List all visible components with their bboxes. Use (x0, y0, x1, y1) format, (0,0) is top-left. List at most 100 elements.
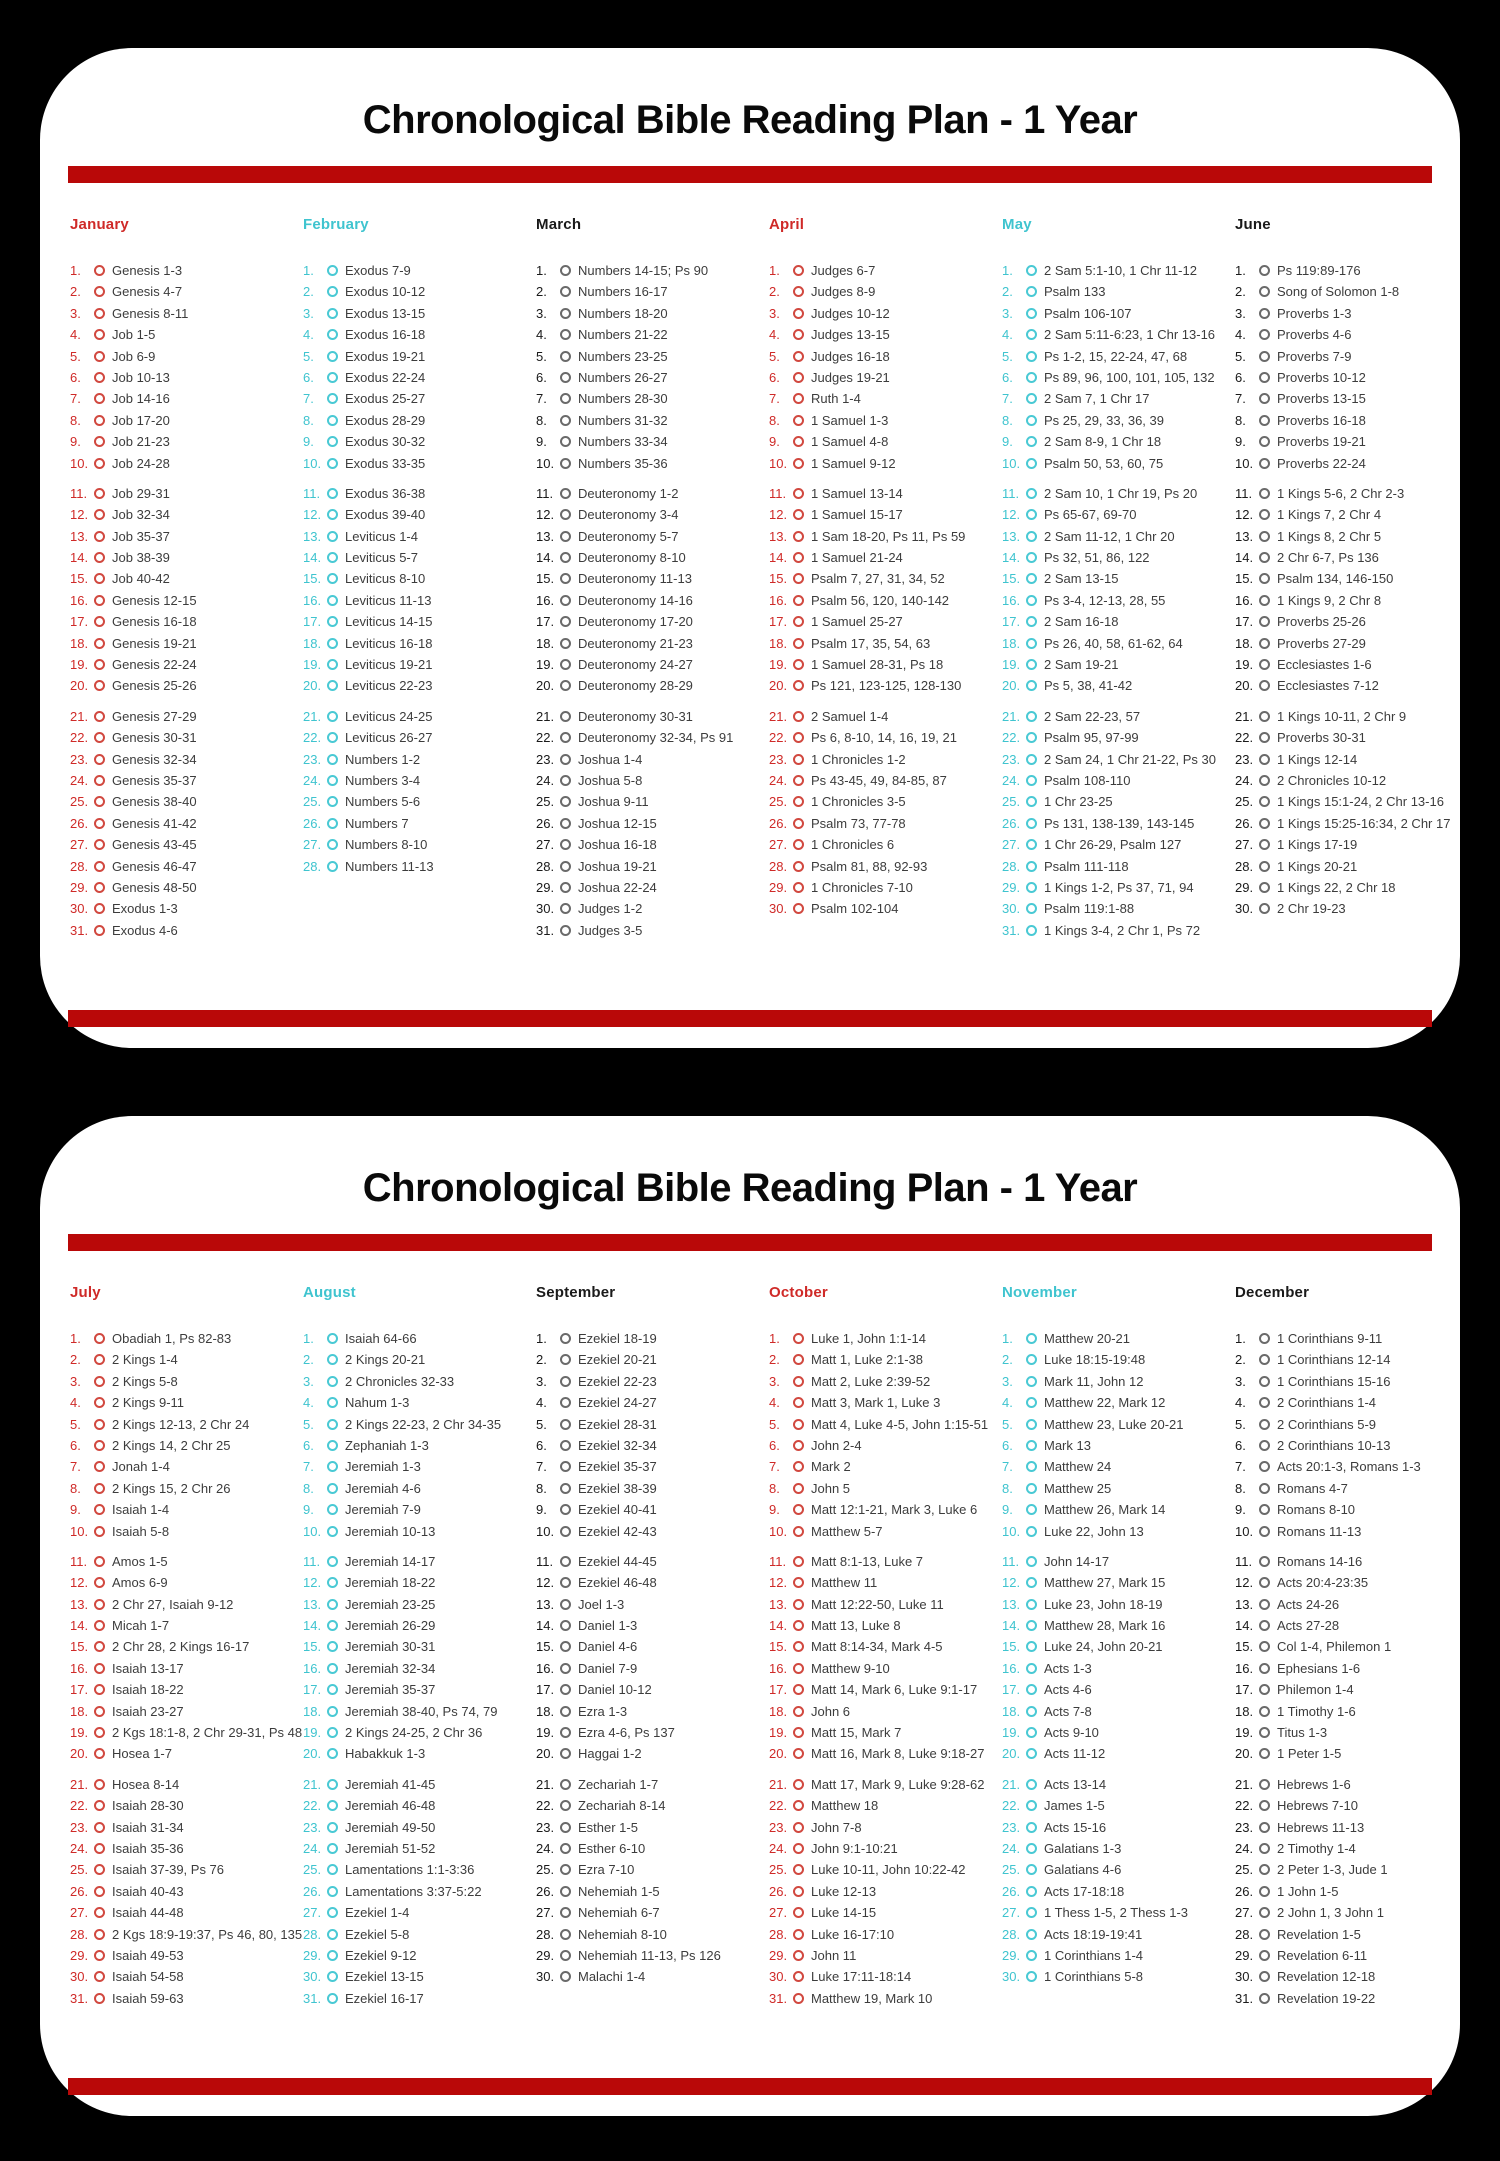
reading-circle-icon (1259, 1727, 1270, 1739)
reading-text: Nehemiah 6-7 (578, 1905, 660, 1921)
day-row: 10. Psalm 50, 53, 60, 75 (1002, 456, 1235, 477)
reading-circle-icon (1026, 436, 1037, 448)
day-row: 11. Ezekiel 44-45 (536, 1554, 769, 1575)
day-row: 13. 1 Sam 18-20, Ps 11, Ps 59 (769, 529, 1002, 550)
reading-text: Deuteronomy 28-29 (578, 678, 693, 694)
day-row: 5. Proverbs 7-9 (1235, 349, 1468, 370)
reading-text: 1 Kings 10-11, 2 Chr 9 (1277, 708, 1407, 724)
day-row: 22. Jeremiah 46-48 (303, 1798, 536, 1819)
reading-circle-icon (1259, 1907, 1270, 1919)
day-number: 2. (303, 284, 314, 300)
reading-circle-icon (327, 307, 338, 319)
day-row: 30. 2 Chr 19-23 (1235, 901, 1468, 922)
day-row: 8. Ps 25, 29, 33, 36, 39 (1002, 413, 1235, 434)
day-row: 20. Acts 11-12 (1002, 1746, 1235, 1767)
day-row: 24. Ps 43-45, 49, 84-85, 87 (769, 773, 1002, 794)
reading-plan-page-1: Chronological Bible Reading Plan - 1 Yea… (40, 48, 1460, 1048)
day-row: 27. Joshua 16-18 (536, 837, 769, 858)
day-number: 5. (769, 1416, 780, 1432)
reading-circle-icon (1259, 414, 1270, 426)
reading-text: Ezekiel 46-48 (578, 1575, 657, 1591)
reading-circle-icon (94, 265, 105, 276)
reading-text: Luke 12-13 (811, 1883, 877, 1899)
day-row: 2. 2 Kings 20-21 (303, 1352, 536, 1373)
reading-circle-icon (94, 1842, 105, 1854)
day-number: 24. (303, 772, 322, 788)
day-number: 12. (536, 507, 555, 523)
day-row: 5. Ps 1-2, 15, 22-24, 47, 68 (1002, 349, 1235, 370)
reading-text: Revelation 6-11 (1277, 1947, 1368, 1963)
reading-circle-icon (793, 1461, 804, 1473)
day-number: 28. (536, 858, 555, 874)
reading-text: Matthew 9-10 (811, 1660, 890, 1676)
day-row: 5. Exodus 19-21 (303, 349, 536, 370)
reading-text: Matthew 26, Mark 14 (1044, 1502, 1166, 1518)
day-number: 27. (1235, 1905, 1254, 1921)
reading-text: Leviticus 19-21 (345, 657, 433, 673)
reading-text: Ecclesiastes 1-6 (1277, 657, 1372, 673)
day-number: 17. (1002, 614, 1021, 630)
day-row: 16. Leviticus 11-13 (303, 593, 536, 614)
reading-text: Hosea 8-14 (112, 1776, 180, 1792)
day-number: 9. (769, 1502, 780, 1518)
day-number: 30. (1002, 1969, 1021, 1985)
day-number: 13. (769, 528, 788, 544)
reading-circle-icon (1259, 1354, 1270, 1366)
day-list: 1. Exodus 7-9 2. Exodus 10-12 3. Exodus 13-15… (303, 263, 536, 880)
day-row: 29. Joshua 22-24 (536, 880, 769, 901)
reading-circle-icon (1259, 1821, 1270, 1833)
day-row: 7. Job 14-16 (70, 391, 303, 412)
reading-circle-icon (560, 509, 571, 521)
day-number: 23. (1002, 751, 1021, 767)
reading-circle-icon (793, 530, 804, 542)
reading-text: 2 Sam 5:1-10, 1 Chr 11-12 (1044, 263, 1197, 278)
day-row: 24. John 9:1-10:21 (769, 1841, 1002, 1862)
reading-text: Deuteronomy 24-27 (578, 657, 693, 673)
reading-circle-icon (560, 860, 571, 872)
day-row: 6. Exodus 22-24 (303, 370, 536, 391)
day-number: 1. (1002, 263, 1013, 278)
reading-circle-icon (94, 487, 105, 499)
reading-text: Genesis 16-18 (112, 614, 197, 630)
reading-text: Exodus 33-35 (345, 455, 426, 471)
day-row: 8. Proverbs 16-18 (1235, 413, 1468, 434)
month-header: May (1002, 216, 1032, 233)
reading-circle-icon (94, 903, 105, 915)
reading-text: Jeremiah 26-29 (345, 1618, 436, 1634)
day-row: 4. Job 1-5 (70, 327, 303, 348)
day-number: 19. (769, 1725, 788, 1741)
reading-text: Exodus 10-12 (345, 284, 426, 300)
reading-circle-icon (560, 1748, 571, 1760)
day-number: 5. (1235, 348, 1246, 364)
reading-circle-icon (1026, 774, 1037, 786)
day-row: 19. Genesis 22-24 (70, 657, 303, 678)
reading-text: Jeremiah 46-48 (345, 1798, 436, 1814)
reading-text: Exodus 39-40 (345, 507, 426, 523)
reading-circle-icon (94, 1748, 105, 1760)
day-number: 11. (769, 1553, 787, 1569)
day-number: 20. (1002, 1746, 1021, 1762)
day-number: 16. (70, 1660, 89, 1676)
reading-text: Numbers 35-36 (578, 455, 668, 471)
reading-text: Ezekiel 1-4 (345, 1905, 410, 1921)
reading-text: Numbers 5-6 (345, 794, 421, 810)
reading-text: Psalm 134, 146-150 (1277, 571, 1394, 587)
reading-circle-icon (560, 594, 571, 606)
reading-text: Haggai 1-2 (578, 1746, 642, 1762)
reading-circle-icon (327, 659, 338, 671)
reading-text: Numbers 11-13 (345, 858, 434, 874)
reading-text: 1 Samuel 9-12 (811, 455, 896, 471)
reading-circle-icon (327, 1662, 338, 1674)
reading-text: Leviticus 8-10 (345, 571, 426, 587)
day-number: 7. (303, 391, 314, 407)
day-row: 29. 1 Kings 22, 2 Chr 18 (1235, 880, 1468, 901)
reading-circle-icon (560, 1727, 571, 1739)
day-row: 19. Deuteronomy 24-27 (536, 657, 769, 678)
reading-circle-icon (1026, 1482, 1037, 1494)
day-number: 1. (1235, 263, 1246, 278)
day-number: 20. (70, 678, 89, 694)
reading-text: 1 Timothy 1-6 (1277, 1703, 1356, 1719)
reading-text: 1 Kings 8, 2 Chr 5 (1277, 528, 1382, 544)
reading-circle-icon (560, 1333, 571, 1344)
day-number: 19. (1235, 657, 1254, 673)
